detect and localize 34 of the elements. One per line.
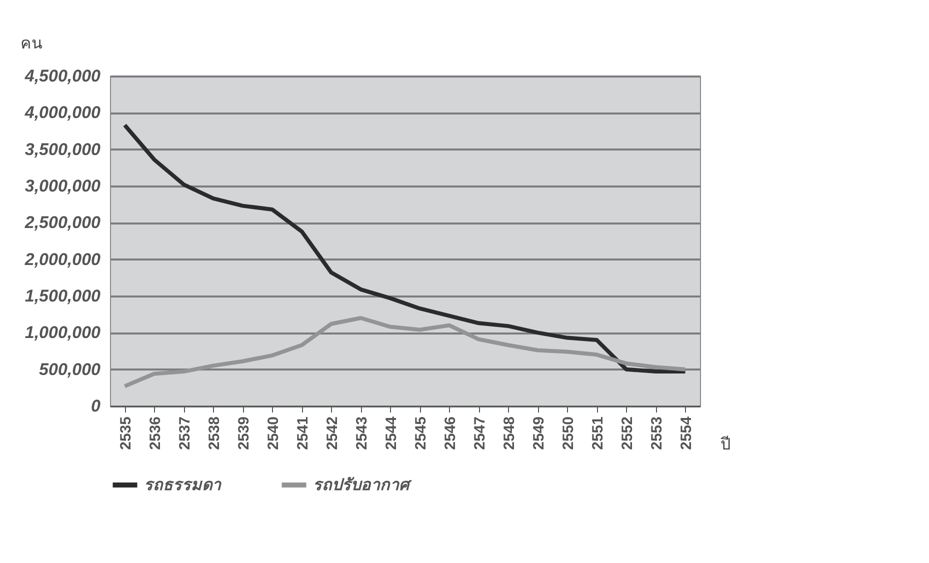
- y-tick-label: 0: [91, 396, 102, 416]
- x-tick-label: 2540: [264, 416, 282, 450]
- y-tick-label: 2,000,000: [24, 250, 102, 269]
- x-tick-label: 2543: [353, 416, 370, 450]
- x-tick-label: 2554: [678, 416, 695, 450]
- y-tick-label: 1,000,000: [24, 323, 102, 342]
- y-tick-label: 4,000,000: [24, 103, 102, 122]
- x-tick-label: 2551: [589, 416, 606, 450]
- x-tick-label: 2542: [324, 416, 341, 450]
- x-tick-label: 2549: [530, 416, 548, 450]
- x-tick-label: 2541: [294, 416, 312, 450]
- y-tick-label: 500,000: [39, 360, 102, 379]
- y-tick-label: 3,500,000: [24, 140, 102, 159]
- x-tick-label: 2547: [471, 416, 488, 450]
- x-tick-label: 2539: [235, 416, 252, 450]
- y-tick-label: 3,000,000: [24, 176, 102, 196]
- x-tick-label: 2550: [560, 416, 577, 450]
- x-axis-title: ปี: [720, 434, 730, 454]
- y-tick-label: 4,500,000: [24, 66, 102, 86]
- y-tick-label: 1,500,000: [24, 286, 102, 306]
- x-tick-label: 2546: [442, 416, 459, 450]
- y-tick-label: 2,500,000: [24, 213, 102, 232]
- x-tick-label: 2548: [500, 416, 518, 450]
- x-tick-label: 2536: [146, 416, 164, 450]
- x-tick-label: 2552: [618, 416, 636, 450]
- x-tick-label: 2535: [117, 416, 134, 450]
- x-tick-label: 2537: [176, 416, 194, 450]
- x-tick-label: 2544: [382, 416, 400, 450]
- x-tick-label: 2538: [206, 416, 223, 450]
- y-axis-title: คน: [20, 34, 42, 52]
- x-tick-label: 2545: [412, 416, 430, 450]
- x-tick-label: 2553: [648, 416, 666, 450]
- legend-label: รถธรรมดา: [144, 475, 222, 494]
- legend-label: รถปรับอากาศ: [313, 475, 412, 494]
